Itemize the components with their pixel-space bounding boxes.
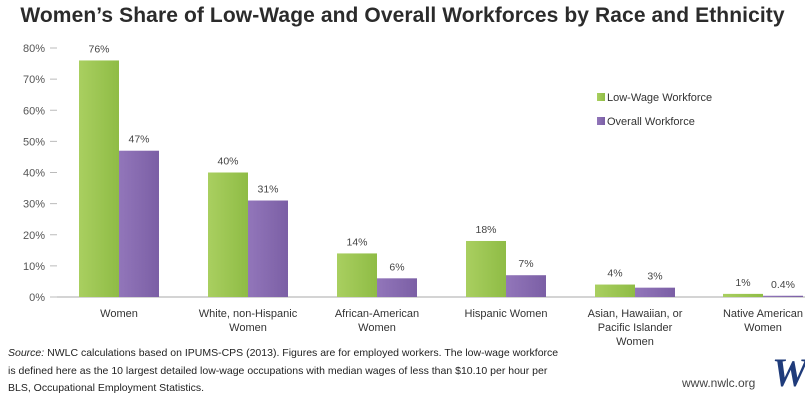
data-label: 31% xyxy=(257,184,278,196)
legend-swatch-low-wage xyxy=(597,93,605,101)
category-label-line: Asian, Hawaiian, or xyxy=(588,308,683,320)
y-axis: 0% 10% 20% 30% 40% 50% 60% 70% 80% xyxy=(23,43,805,304)
data-label: 4% xyxy=(607,268,622,280)
data-label: 18% xyxy=(475,224,496,236)
nwlc-logo: W xyxy=(772,352,805,392)
bar-overall xyxy=(506,275,546,297)
bar-low-wage xyxy=(466,240,506,297)
y-tick-label: 80% xyxy=(23,43,45,55)
bar-low-wage xyxy=(337,253,377,297)
category-label-line: African-American xyxy=(335,308,419,320)
legend-label: Low-Wage Workforce xyxy=(607,92,712,104)
bar-overall xyxy=(635,287,675,297)
category-label: Hispanic Women xyxy=(465,308,548,320)
bar-overall xyxy=(763,295,803,297)
bar-low-wage xyxy=(723,293,763,297)
y-tick-label: 0% xyxy=(29,292,45,304)
y-tick-label: 40% xyxy=(23,168,45,180)
bar-overall xyxy=(119,150,159,297)
category-label: Asian, Hawaiian, or Pacific Islander Women xyxy=(588,308,683,345)
data-label: 0.4% xyxy=(771,279,795,291)
category-label-line: White, non-Hispanic xyxy=(199,308,298,320)
category-label: White, non-Hispanic Women xyxy=(199,308,298,334)
bar-overall xyxy=(248,200,288,297)
category-label-line: Women xyxy=(744,322,782,334)
source-text: NWLC calculations based on IPUMS-CPS (20… xyxy=(8,347,559,394)
bar-low-wage xyxy=(595,284,635,297)
data-label: 14% xyxy=(346,236,367,248)
y-tick-label: 60% xyxy=(23,105,45,117)
source-label: Source: xyxy=(8,347,45,359)
legend: Low-Wage Workforce Overall Workforce xyxy=(597,92,712,128)
bar-chart: 0% 10% 20% 30% 40% 50% 60% 70% 80% 76% 40% 14% 18% 4… xyxy=(23,43,805,345)
category-label-line: Women xyxy=(616,336,654,345)
data-label: 3% xyxy=(647,271,662,283)
chart-title: Women’s Share of Low-Wage and Overall Wo… xyxy=(20,4,785,27)
data-label: 7% xyxy=(518,258,533,270)
x-axis-labels: Women White, non-Hispanic WomenAfrican-Ame… xyxy=(100,308,803,345)
category-label-line: Women xyxy=(358,322,396,334)
category-label-line: Native American xyxy=(723,308,803,320)
y-tick-label: 70% xyxy=(23,74,45,86)
data-label: 47% xyxy=(128,134,149,146)
category-label: Women xyxy=(100,308,138,320)
y-tick-label: 50% xyxy=(23,136,45,148)
data-label: 6% xyxy=(389,261,404,273)
category-label: Native American Women xyxy=(723,308,803,334)
bars: 76% 40% 14% 18% 4% 1% 47% 31% 6% 7% 3% 0.4% xyxy=(79,43,803,298)
category-label-line: Pacific Islander xyxy=(598,322,673,334)
category-label-line: Women xyxy=(229,322,267,334)
bar-low-wage xyxy=(208,172,248,297)
y-tick-label: 20% xyxy=(23,230,45,242)
logo-letter: W xyxy=(772,352,805,392)
y-tick-label: 30% xyxy=(23,199,45,211)
source-note: Source: NWLC calculations based on IPUMS… xyxy=(8,345,568,398)
category-label: African-American Women xyxy=(335,308,419,334)
data-label: 1% xyxy=(735,277,750,289)
y-tick-label: 10% xyxy=(23,261,45,273)
category-label-line: Women xyxy=(100,308,138,320)
category-label-line: Hispanic Women xyxy=(465,308,548,320)
data-label: 76% xyxy=(88,43,109,55)
legend-swatch-overall xyxy=(597,117,605,125)
bar-overall xyxy=(377,278,417,297)
legend-label: Overall Workforce xyxy=(607,116,695,128)
bar-low-wage xyxy=(79,60,119,298)
website-url[interactable]: www.nwlc.org xyxy=(682,376,756,390)
data-label: 40% xyxy=(217,156,238,168)
